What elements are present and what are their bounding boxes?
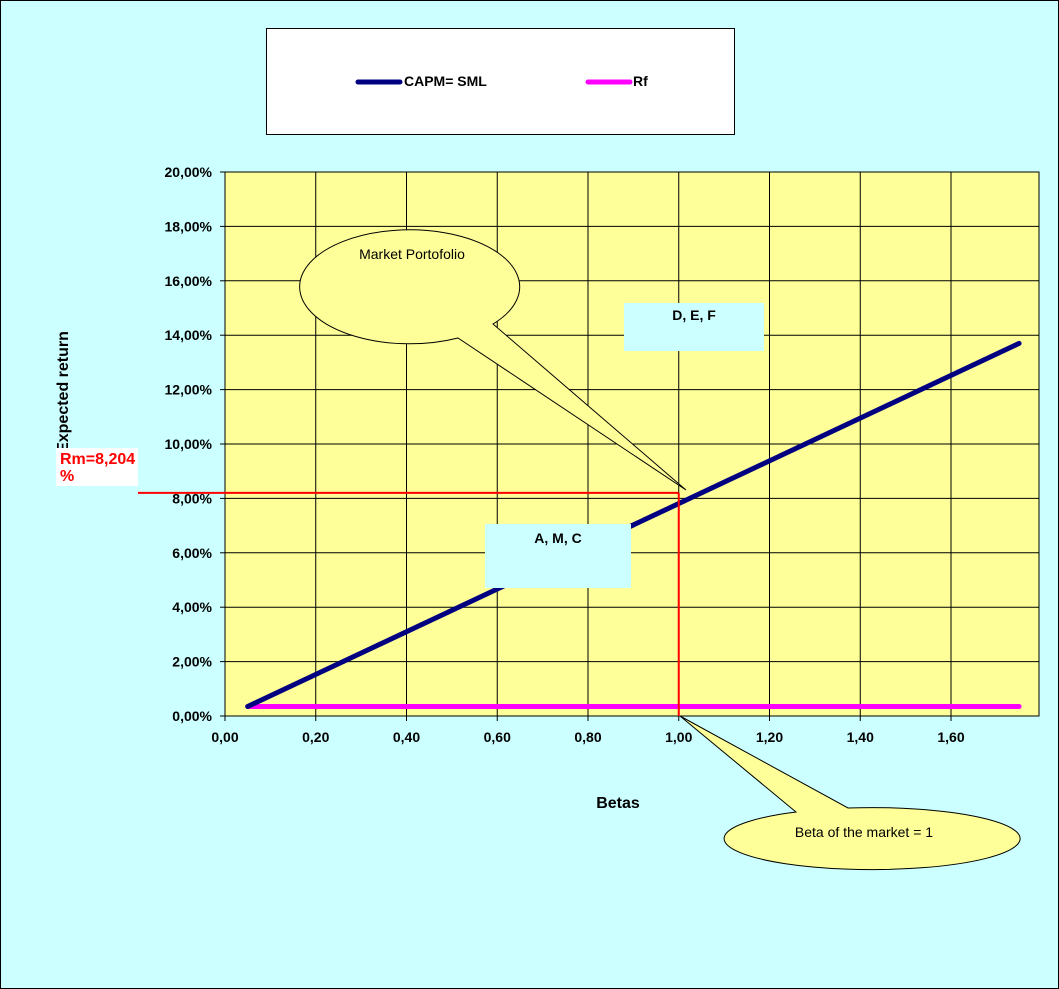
series-sml-line	[245, 340, 1022, 709]
y-tick-label: 0,00%	[172, 708, 212, 724]
x-tick-label: 0,20	[302, 729, 329, 745]
y-tick-label: 12,00%	[165, 382, 213, 398]
box-upper-text: D, E, F	[672, 307, 716, 323]
y-tick-label: 4,00%	[172, 599, 212, 615]
x-tick-label: 0,40	[393, 729, 420, 745]
y-tick-label: 20,00%	[165, 164, 213, 180]
x-axis-title: Betas	[596, 795, 640, 812]
callout-market-portfolio-shape	[299, 229, 687, 491]
y-tick-label: 6,00%	[172, 545, 212, 561]
y-tick-label: 8,00%	[172, 490, 212, 506]
x-tick-label: 0,80	[574, 729, 601, 745]
callout-market-portfolio-text: Market Portofolio	[359, 246, 465, 262]
legend: CAPM= SML Rf	[266, 28, 735, 135]
y-axis-title: Expected return	[55, 331, 72, 453]
box-lower-text: A, M, C	[534, 530, 581, 546]
y-tick-label: 2,00%	[172, 654, 212, 670]
y-tick-label: 18,00%	[165, 218, 213, 234]
callout-beta-market: Beta of the market = 1	[679, 715, 1021, 871]
legend-label-sml: CAPM= SML	[404, 73, 487, 89]
x-tick-label: 1,00	[665, 729, 692, 745]
x-tick-label: 1,60	[937, 729, 964, 745]
x-tick-label: 1,20	[756, 729, 783, 745]
legend-label-rf: Rf	[633, 73, 648, 89]
legend-box	[266, 28, 735, 135]
box-upper	[624, 303, 764, 351]
rm-label-box	[56, 448, 138, 486]
tick-labels: 0,00% 2,00% 4,00% 6,00% 8,00% 10,00% 12,00% 14,…	[165, 164, 965, 745]
x-tick-label: 1,40	[847, 729, 874, 745]
rm-label-line2: %	[60, 468, 74, 485]
y-tick-label: 16,00%	[165, 273, 213, 289]
y-tick-label: 10,00%	[165, 436, 213, 452]
box-lower	[485, 524, 631, 588]
y-tick-label: 14,00%	[165, 327, 213, 343]
callout-beta-market-shape	[679, 715, 1021, 871]
x-tick-label: 0,00	[211, 729, 238, 745]
callout-market-portfolio: Market Portofolio	[299, 229, 687, 491]
callout-beta-market-text: Beta of the market = 1	[795, 824, 933, 840]
x-tick-label: 0,60	[484, 729, 511, 745]
rm-label-line1: Rm=8,204	[60, 451, 135, 468]
